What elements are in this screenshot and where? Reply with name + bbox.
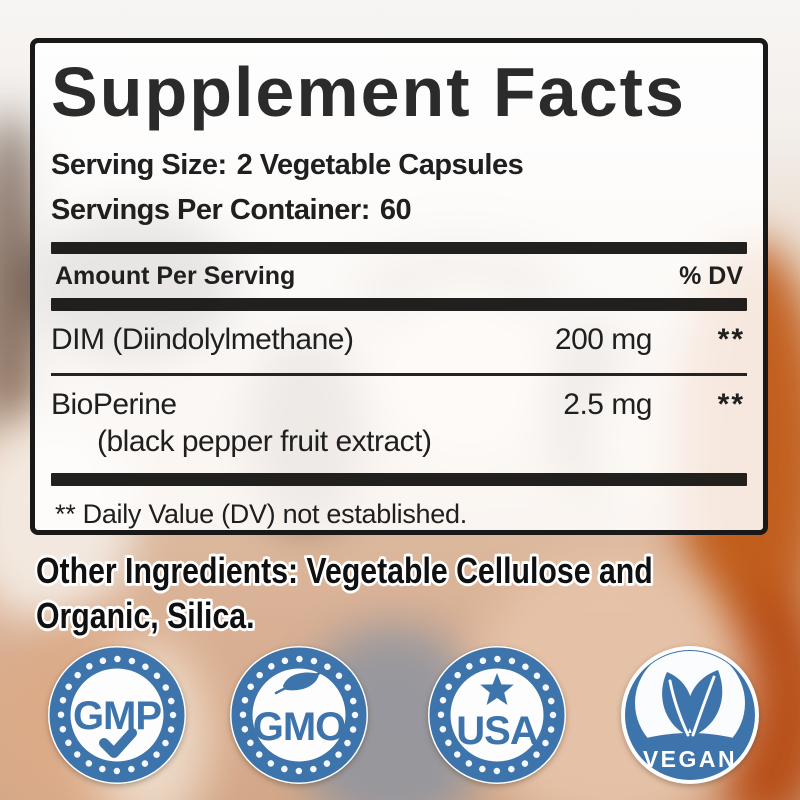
badge-gmp: GMP	[47, 645, 187, 785]
badge-label: USA	[456, 709, 538, 753]
badge-vegan: VEGAN	[620, 645, 760, 785]
row-divider	[51, 373, 747, 376]
serving-size-row: Serving Size: 2 Vegetable Capsules	[51, 149, 747, 182]
servings-per-container-value: 60	[379, 194, 412, 226]
serving-size-value: 2 Vegetable Capsules	[236, 149, 524, 181]
ingredient-name: DIM (Diindolylmethane)	[51, 323, 354, 356]
dotted-ring	[437, 655, 557, 775]
dotted-ring	[239, 655, 359, 775]
ingredient-row: DIM (Diindolylmethane) 200 mg **	[51, 311, 747, 357]
divider-bar	[51, 473, 747, 486]
divider-bar	[51, 242, 747, 254]
serving-size-label: Serving Size:	[51, 149, 227, 181]
footnote: ** Daily Value (DV) not established.	[55, 499, 467, 529]
badge-label: GMP	[73, 694, 161, 738]
leaf-icon	[274, 671, 322, 695]
ingredient-name: BioPerine	[51, 388, 177, 421]
supplement-facts-panel: Supplement Facts Serving Size: 2 Vegetabl…	[30, 38, 768, 535]
servings-per-container-row: Servings Per Container: 60	[51, 194, 747, 227]
ingredient-amount: 2.5 mg	[563, 388, 652, 421]
badge-usa: USA	[427, 645, 567, 785]
leaves-icon	[662, 670, 723, 737]
other-ingredients-line2: Organic, Silica.	[34, 593, 257, 639]
other-ingredients-line1: Other Ingredients: Vegetable Cellulose a…	[34, 548, 655, 594]
ingredient-row: BioPerine 2.5 mg **	[51, 376, 747, 422]
checkmark-icon	[99, 728, 137, 758]
star-icon	[480, 673, 514, 705]
ingredient-subname: (black pepper fruit extract)	[97, 425, 432, 458]
badge-ring: GMO	[230, 646, 368, 784]
column-header-row: Amount Per Serving % DV	[51, 254, 747, 298]
ingredient-dv: **	[717, 323, 745, 356]
panel-title: Supplement Facts	[51, 53, 686, 131]
badge-ring: VEGAN	[621, 646, 759, 784]
ingredient-dv: **	[717, 388, 745, 421]
dotted-ring	[57, 655, 177, 775]
badge-label: VEGAN	[643, 746, 737, 772]
ingredient-amount: 200 mg	[554, 323, 653, 356]
other-ingredients-text: Other Ingredients: Vegetable Cellulose a…	[34, 548, 674, 639]
badge-ring: USA	[428, 646, 566, 784]
column-amount-header: Amount Per Serving	[55, 262, 296, 290]
column-dv-header: % DV	[679, 262, 743, 290]
badge-gmo: GMO	[229, 645, 369, 785]
badge-ring: GMP	[48, 646, 186, 784]
divider-bar	[51, 298, 747, 311]
servings-per-container-label: Servings Per Container:	[51, 194, 370, 226]
badge-label: GMO	[253, 705, 346, 749]
